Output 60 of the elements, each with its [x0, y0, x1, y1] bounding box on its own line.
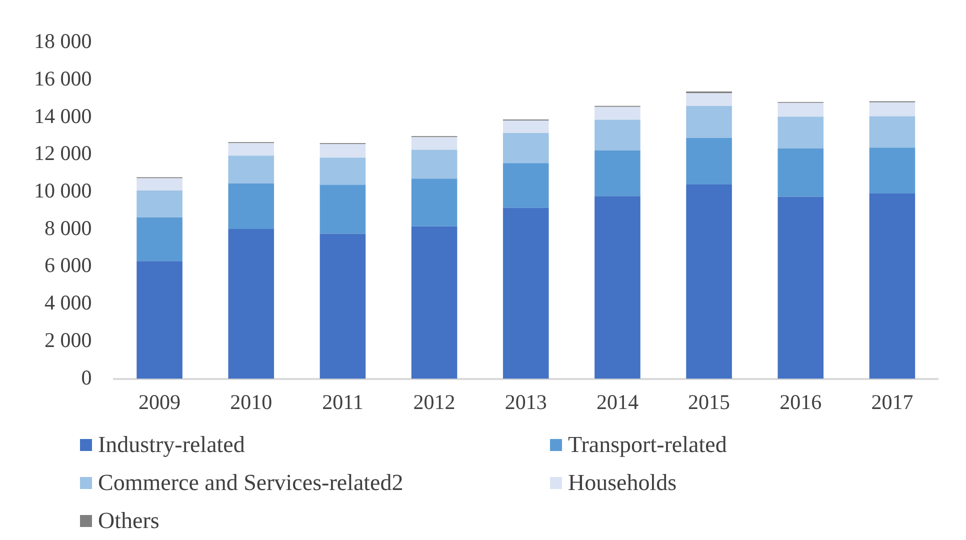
bar [228, 143, 274, 156]
bar [869, 148, 916, 194]
bar [411, 137, 458, 150]
y-tick-label: 18 000 [34, 29, 92, 54]
bar [502, 163, 549, 208]
bar [594, 120, 640, 151]
bar [411, 150, 458, 179]
bar [869, 102, 916, 116]
bar [869, 116, 916, 148]
bar [136, 217, 182, 262]
bar [594, 106, 640, 120]
y-tick-label: 10 000 [34, 178, 92, 203]
bar [502, 133, 549, 164]
bar [228, 183, 274, 230]
bar [320, 234, 366, 379]
bar [228, 229, 274, 379]
bar [136, 190, 182, 218]
x-tick-label: 2009 [138, 390, 181, 414]
bar [686, 93, 732, 106]
y-tick-label: 12 000 [34, 141, 92, 166]
bar [411, 226, 458, 379]
bar [502, 120, 549, 133]
x-tick-label: 2017 [871, 390, 914, 414]
x-tick-label: 2016 [780, 390, 822, 414]
legend-label: Households [568, 469, 677, 497]
x-tick-label: 2015 [688, 390, 730, 414]
y-tick-label: 14 000 [34, 104, 92, 128]
y-tick-label: 8 000 [44, 216, 92, 240]
y-tick-label: 6 000 [44, 253, 92, 278]
x-tick-label: 2013 [504, 390, 547, 414]
x-tick-label: 2012 [413, 390, 456, 414]
bar [778, 148, 824, 197]
bar [686, 138, 732, 185]
bar [594, 196, 640, 379]
y-tick-label: 4 000 [44, 290, 92, 315]
y-tick-label: 2 000 [44, 328, 92, 352]
bar [778, 116, 824, 149]
bar [320, 144, 366, 158]
bar [320, 158, 366, 185]
legend-label: Transport-related [568, 431, 727, 459]
bar [686, 184, 732, 379]
legend-label: Industry-related [98, 431, 245, 459]
legend-label: Others [98, 507, 160, 535]
bar [136, 178, 182, 191]
bar [778, 102, 824, 117]
bar [594, 150, 640, 196]
bar [502, 208, 549, 379]
bar [136, 261, 182, 379]
bar [686, 106, 732, 138]
bar [411, 178, 458, 226]
x-tick-label: 2014 [596, 390, 639, 414]
bar [869, 194, 916, 379]
bar [320, 184, 366, 234]
y-tick-label: 0 [81, 365, 92, 390]
legend-label: Commerce and Services-related2 [98, 469, 404, 497]
x-tick-label: 2010 [230, 390, 272, 414]
bar [778, 196, 824, 379]
x-tick-label: 2011 [322, 390, 364, 414]
y-tick-label: 16 000 [34, 66, 92, 90]
bar [228, 156, 274, 184]
